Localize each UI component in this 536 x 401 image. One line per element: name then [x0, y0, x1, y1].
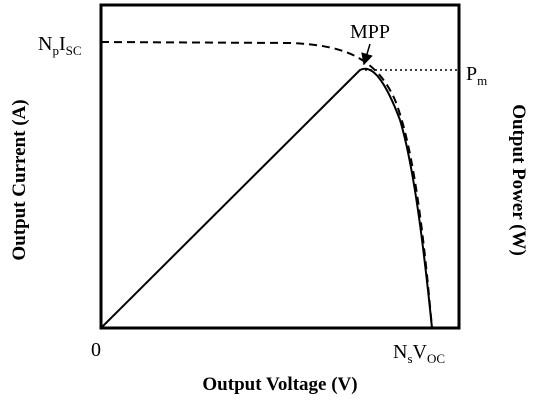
y-axis-title-right: Output Power (W): [508, 104, 529, 256]
plot-frame: [99, 3, 461, 330]
pm-part: P: [466, 63, 477, 85]
origin-label: 0: [91, 339, 101, 361]
isc-label: NpISC: [38, 33, 82, 58]
voc-part: V: [413, 341, 428, 363]
x-axis-title: Output Voltage (V): [202, 374, 357, 395]
voc-label: NsVOC: [393, 341, 445, 366]
mpp-arrow: [361, 43, 373, 66]
mpp-label: MPP: [350, 21, 390, 43]
pm-label: Pm: [466, 63, 487, 88]
pm-part: m: [477, 73, 487, 88]
current-curve: [100, 41, 433, 329]
voc-part: s: [407, 351, 412, 366]
power-curve: [100, 67, 433, 329]
isc-part: I: [59, 33, 66, 55]
isc-part: p: [52, 43, 59, 58]
isc-part: N: [38, 33, 52, 55]
isc-part: SC: [66, 43, 82, 58]
voc-part: N: [393, 341, 407, 363]
y-axis-title-left: Output Current (A): [9, 99, 30, 260]
voc-part: OC: [427, 351, 445, 366]
